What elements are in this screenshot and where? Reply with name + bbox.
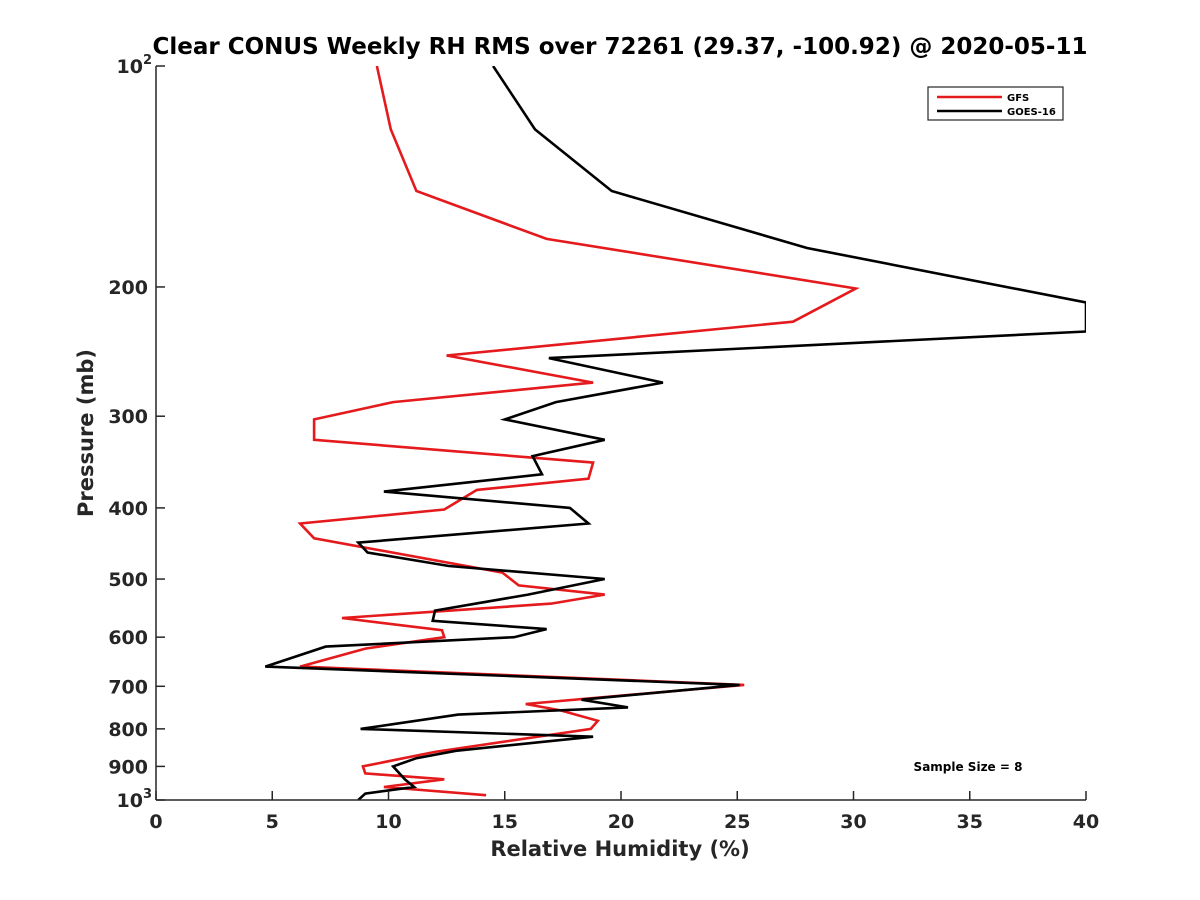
x-tick-label: 5 <box>266 811 279 833</box>
y-tick-label: 300 <box>108 406 148 428</box>
x-tick-label: 35 <box>957 811 983 833</box>
series-line-gfs <box>297 66 860 797</box>
x-tick-label: 25 <box>724 811 750 833</box>
y-tick-label: 600 <box>108 627 148 649</box>
y-tick-label: 200 <box>108 277 148 299</box>
chart-title: Clear CONUS Weekly RH RMS over 72261 (29… <box>153 34 1088 60</box>
legend-label-gfs: GFS <box>1007 93 1029 104</box>
series-line-goes-16 <box>264 66 1086 800</box>
y-tick-label: 500 <box>108 569 148 591</box>
y-axis-label: Pressure (mb) <box>74 349 98 517</box>
y-tick-label: 900 <box>108 756 148 778</box>
x-tick-label: 10 <box>375 811 401 833</box>
sample-size-annotation: Sample Size = 8 <box>914 760 1023 774</box>
y-tick-label: 800 <box>108 719 148 741</box>
y-tick-label: 400 <box>108 498 148 520</box>
legend-box <box>927 86 1064 121</box>
x-tick-label: 20 <box>608 811 634 833</box>
x-tick-label: 30 <box>840 811 866 833</box>
plot-area: 0 5 10 15 20 25 30 35 40 102 200 300 400 500 600 700 800… <box>108 53 1099 833</box>
x-tick-label: 40 <box>1073 811 1099 833</box>
x-axis-label: Relative Humidity (%) <box>490 837 749 861</box>
y-tick-label: 103 <box>117 787 153 812</box>
x-tick-label: 0 <box>149 811 162 833</box>
y-tick-label: 102 <box>117 53 153 78</box>
legend-label-goes-16: GOES-16 <box>1007 107 1056 118</box>
x-tick-label: 15 <box>492 811 518 833</box>
y-tick-label: 700 <box>108 676 148 698</box>
